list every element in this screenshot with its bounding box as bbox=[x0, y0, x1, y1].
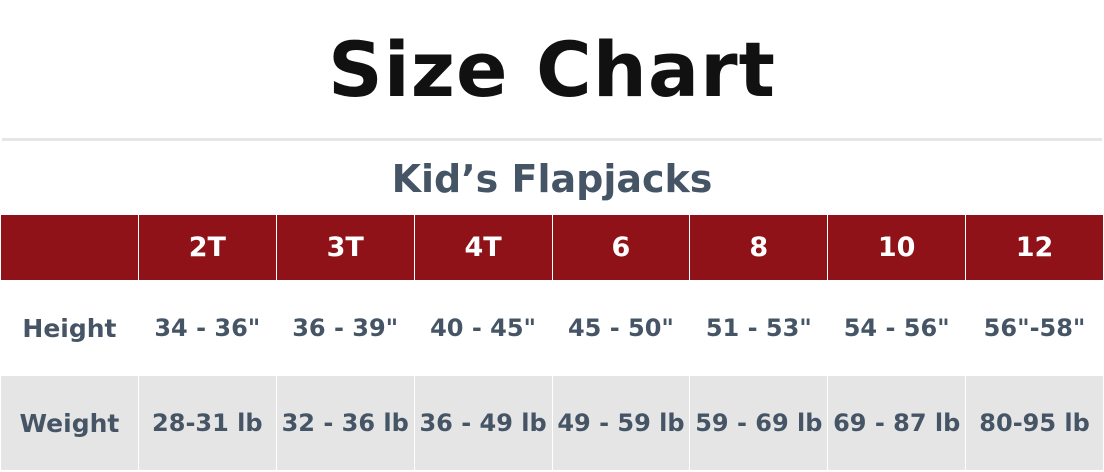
table-cell: 69 - 87 lb bbox=[827, 375, 967, 471]
header-cell: 6 bbox=[551, 214, 691, 281]
header-cell: 3T bbox=[275, 214, 415, 281]
height-row: Height 34 - 36" 36 - 39" 40 - 45" 45 - 5… bbox=[0, 280, 1104, 376]
table-cell: 45 - 50" bbox=[551, 280, 691, 376]
header-cell: 4T bbox=[413, 214, 553, 281]
table-cell: 80-95 lb bbox=[965, 375, 1104, 471]
table-cell: 28-31 lb bbox=[137, 375, 277, 471]
page-title: Size Chart bbox=[327, 25, 776, 114]
divider bbox=[2, 138, 1102, 141]
row-label: Weight bbox=[0, 375, 139, 471]
table-cell: 36 - 39" bbox=[275, 280, 415, 376]
header-cell: 12 bbox=[965, 214, 1104, 281]
header-cell bbox=[0, 214, 139, 281]
header-cell: 10 bbox=[827, 214, 967, 281]
table-cell: 56"-58" bbox=[965, 280, 1104, 376]
table-cell: 51 - 53" bbox=[689, 280, 829, 376]
table-cell: 49 - 59 lb bbox=[551, 375, 691, 471]
header-cell: 2T bbox=[137, 214, 277, 281]
table-cell: 40 - 45" bbox=[413, 280, 553, 376]
size-table: 2T 3T 4T 6 8 10 12 Height 34 - 36" 36 - … bbox=[0, 214, 1104, 471]
table-cell: 34 - 36" bbox=[137, 280, 277, 376]
table-cell: 32 - 36 lb bbox=[275, 375, 415, 471]
table-cell: 59 - 69 lb bbox=[689, 375, 829, 471]
header-row: 2T 3T 4T 6 8 10 12 bbox=[0, 214, 1104, 281]
product-title: Kid’s Flapjacks bbox=[391, 157, 713, 201]
row-label: Height bbox=[0, 280, 139, 376]
weight-row: Weight 28-31 lb 32 - 36 lb 36 - 49 lb 49… bbox=[0, 375, 1104, 471]
table-cell: 54 - 56" bbox=[827, 280, 967, 376]
table-cell: 36 - 49 lb bbox=[413, 375, 553, 471]
header-cell: 8 bbox=[689, 214, 829, 281]
